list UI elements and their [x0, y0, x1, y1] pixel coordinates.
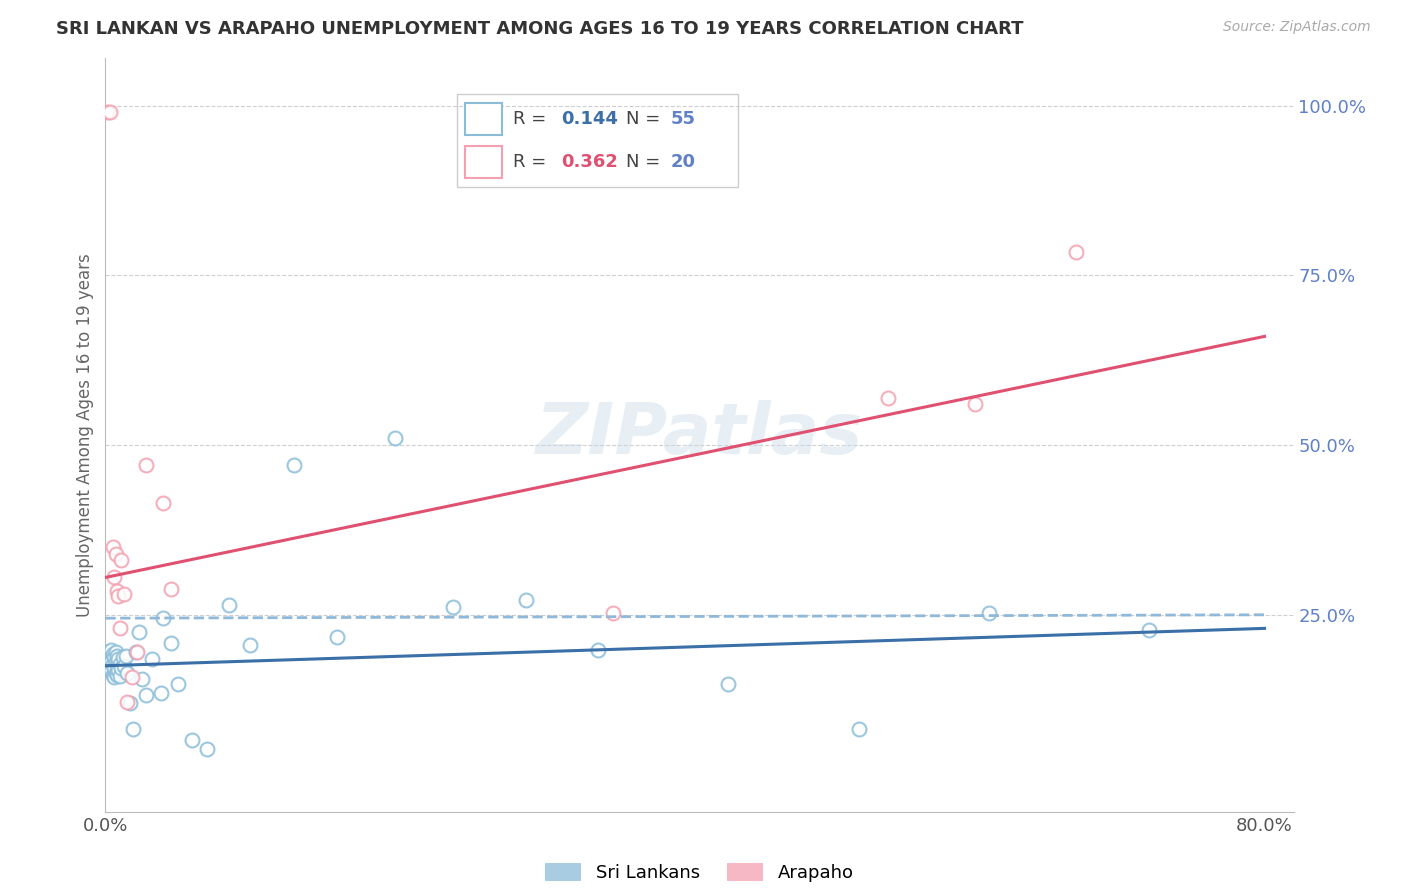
Point: [167, 677, 190, 691]
Point: [121, 670, 143, 684]
Point: [876, 391, 898, 405]
Bar: [465, 103, 502, 135]
Point: [515, 592, 537, 607]
Point: [100, 643, 122, 657]
Point: [131, 673, 153, 687]
Point: [218, 598, 240, 612]
Point: [97, 658, 120, 673]
Point: [105, 648, 128, 663]
Point: [114, 648, 136, 663]
Text: N =: N =: [626, 110, 665, 128]
Point: [103, 570, 125, 584]
Point: [159, 582, 181, 596]
Point: [108, 657, 131, 671]
Point: [105, 667, 128, 681]
Point: [152, 496, 174, 510]
Point: [101, 667, 124, 681]
Point: [103, 649, 125, 664]
Point: [107, 664, 129, 678]
Point: [135, 458, 157, 473]
Point: [135, 688, 157, 702]
Point: [103, 670, 125, 684]
Text: R =: R =: [513, 153, 553, 171]
Point: [239, 638, 262, 652]
Point: [122, 722, 145, 736]
Point: [108, 621, 131, 635]
Point: [107, 652, 129, 666]
Point: [384, 431, 406, 445]
Point: [283, 458, 305, 473]
Text: SRI LANKAN VS ARAPAHO UNEMPLOYMENT AMONG AGES 16 TO 19 YEARS CORRELATION CHART: SRI LANKAN VS ARAPAHO UNEMPLOYMENT AMONG…: [56, 20, 1024, 37]
Point: [979, 607, 1001, 621]
Text: 0.144: 0.144: [561, 110, 617, 128]
Point: [98, 105, 121, 120]
Point: [104, 547, 127, 561]
Point: [110, 553, 132, 567]
Point: [149, 686, 172, 700]
Point: [1064, 244, 1087, 259]
Point: [96, 105, 118, 120]
Point: [105, 584, 128, 599]
Point: [586, 643, 609, 657]
Point: [101, 657, 124, 671]
Legend: Sri Lankans, Arapaho: Sri Lankans, Arapaho: [538, 855, 860, 889]
Text: R =: R =: [513, 110, 553, 128]
Point: [195, 742, 218, 756]
Point: [1137, 623, 1160, 637]
Y-axis label: Unemployment Among Ages 16 to 19 years: Unemployment Among Ages 16 to 19 years: [76, 253, 94, 616]
Point: [112, 658, 135, 673]
Point: [326, 630, 349, 644]
Point: [125, 645, 148, 659]
Point: [717, 677, 740, 691]
Point: [128, 624, 150, 639]
Point: [97, 645, 120, 659]
Bar: [465, 146, 502, 178]
Point: [103, 661, 125, 675]
Point: [120, 696, 142, 710]
Point: [115, 665, 138, 680]
Text: 20: 20: [671, 153, 696, 171]
Point: [110, 661, 132, 675]
Point: [101, 540, 124, 554]
Point: [100, 664, 122, 678]
Point: [112, 587, 135, 601]
Point: [107, 589, 129, 603]
Point: [96, 652, 118, 666]
Point: [98, 662, 121, 676]
Point: [108, 669, 131, 683]
Point: [963, 397, 986, 411]
Point: [152, 611, 174, 625]
Text: 55: 55: [671, 110, 696, 128]
Point: [98, 656, 121, 670]
Point: [100, 654, 122, 668]
Point: [127, 645, 149, 659]
Point: [602, 607, 624, 621]
Text: ZIPatlas: ZIPatlas: [536, 401, 863, 469]
Point: [141, 652, 163, 666]
Point: [159, 636, 181, 650]
Point: [101, 647, 124, 661]
Text: N =: N =: [626, 153, 665, 171]
Point: [181, 733, 204, 747]
Point: [111, 649, 134, 664]
Point: [105, 658, 128, 673]
Point: [104, 656, 127, 670]
Text: 0.362: 0.362: [561, 153, 617, 171]
Text: Source: ZipAtlas.com: Source: ZipAtlas.com: [1223, 20, 1371, 34]
Point: [441, 599, 464, 614]
Point: [115, 695, 138, 709]
Point: [98, 645, 121, 659]
Point: [104, 665, 127, 680]
Point: [848, 722, 870, 736]
Point: [104, 645, 127, 659]
